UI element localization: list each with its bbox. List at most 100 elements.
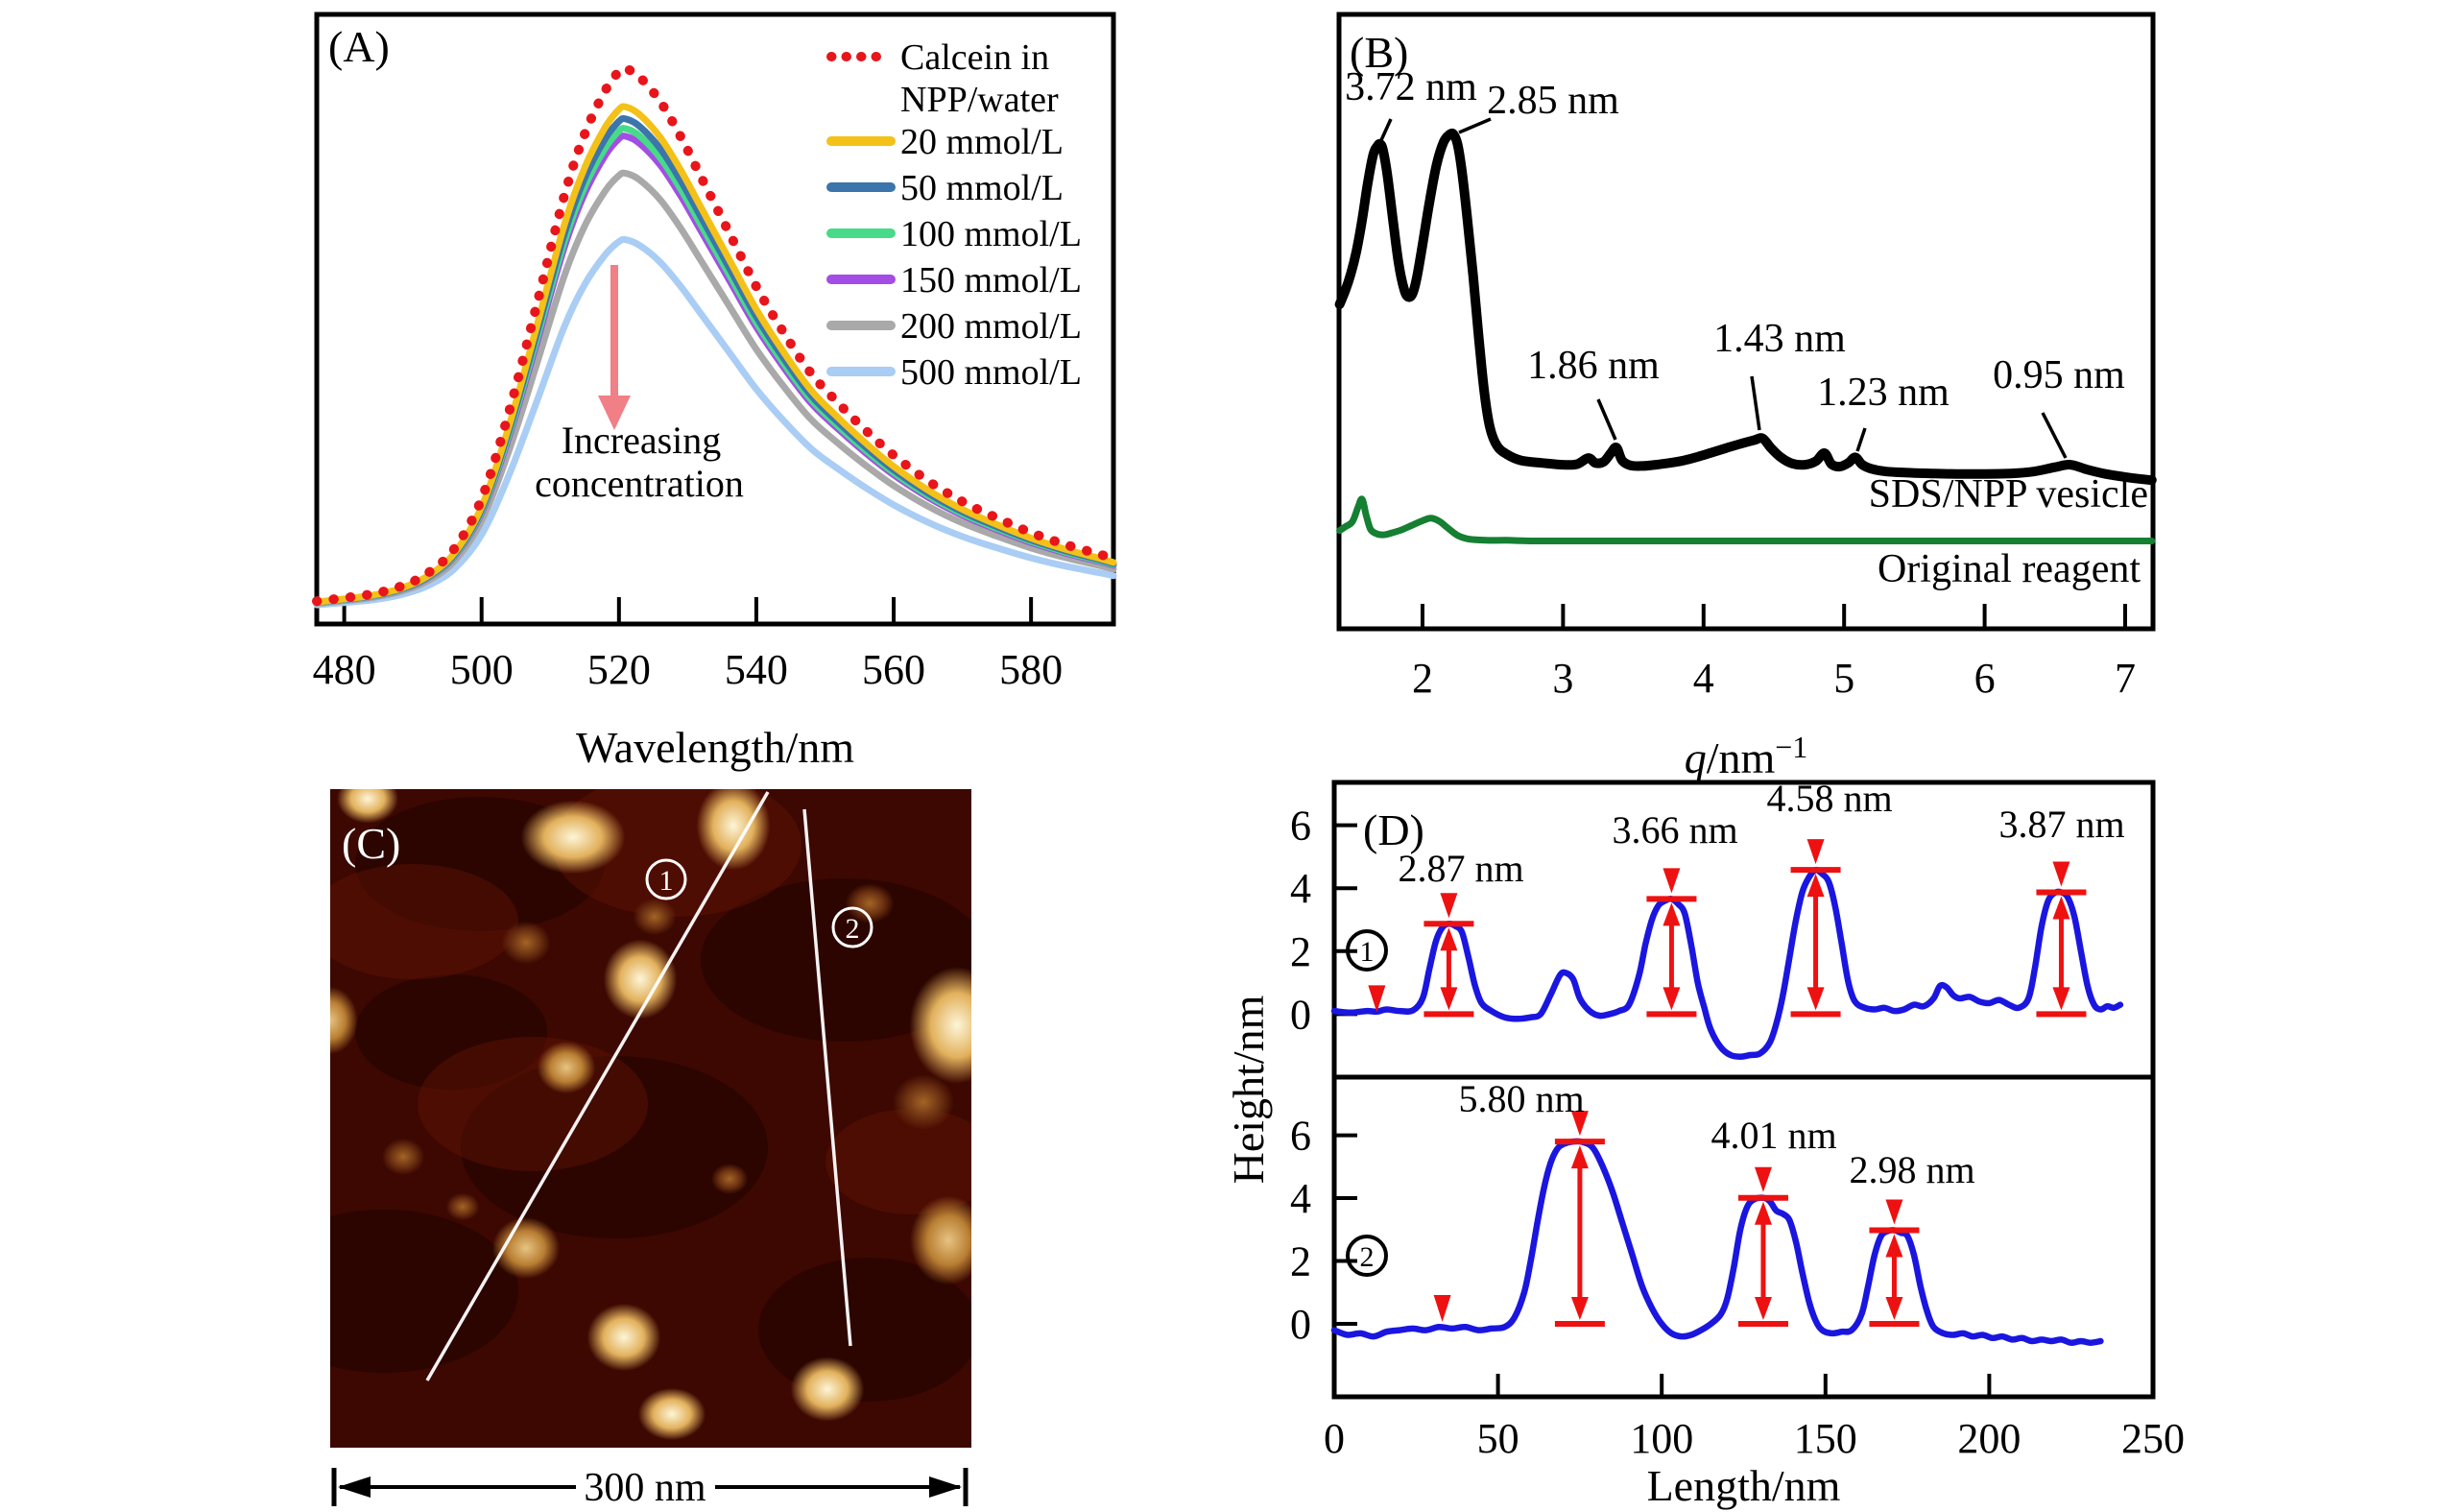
legend-label: 200 mmol/L bbox=[900, 306, 1082, 347]
scale-bar-label: 300 nm bbox=[584, 1466, 706, 1510]
x-tick-label: 560 bbox=[862, 646, 925, 693]
panel-a-label: (A) bbox=[328, 22, 390, 71]
vesicle-spot-dim bbox=[445, 1192, 480, 1221]
panel-b-frame bbox=[1336, 12, 2156, 632]
height-measurement: 2.87 nm bbox=[1398, 847, 1524, 1018]
panel-b-label: (B) bbox=[1350, 28, 1408, 77]
legend-item: 150 mmol/L bbox=[826, 260, 1082, 300]
height-measurement-label: 2.87 nm bbox=[1398, 847, 1523, 890]
arrowhead-right-icon bbox=[929, 1476, 962, 1498]
height-measurement: 5.80 nm bbox=[1458, 1077, 1605, 1328]
profile-badge-number-1: 1 bbox=[659, 865, 674, 897]
arrowhead-down-icon bbox=[1570, 1297, 1589, 1321]
profile-line-1 bbox=[425, 791, 770, 1381]
increasing-concentration-text: concentration bbox=[535, 462, 744, 505]
y-tick-label: 0 bbox=[1290, 991, 1311, 1038]
afm-warm-patch bbox=[330, 864, 518, 979]
legend-label: Calcein in bbox=[900, 37, 1049, 78]
peak-annotation-leader bbox=[2041, 412, 2068, 459]
spectrum-curve-2 bbox=[313, 103, 1117, 606]
vesicle-spot-medium bbox=[330, 986, 358, 1055]
legend-item: 100 mmol/L bbox=[826, 214, 1082, 254]
arrowhead-up-icon bbox=[1806, 874, 1825, 898]
y-axis-title: Height/nm bbox=[1224, 995, 1273, 1184]
height-measurement-label: 4.01 nm bbox=[1710, 1114, 1836, 1157]
vesicle-spot-bright bbox=[337, 789, 398, 824]
cursor-triangle-icon bbox=[1663, 868, 1681, 894]
x-tick-label: 520 bbox=[587, 646, 651, 693]
vesicle-spot-bright bbox=[637, 1387, 706, 1441]
legend-label: NPP/water bbox=[900, 80, 1059, 120]
peak-annotation-leader bbox=[1379, 118, 1393, 141]
legend-label: 20 mmol/L bbox=[900, 122, 1064, 162]
profile-badge-number-2: 2 bbox=[1360, 1241, 1375, 1273]
panel-a-frame bbox=[314, 12, 1116, 627]
y-tick-label: 4 bbox=[1290, 865, 1311, 912]
peak-annotation-leader bbox=[1750, 375, 1761, 431]
x-tick-label: 4 bbox=[1693, 655, 1714, 702]
peak-annotation-label: 1.86 nm bbox=[1527, 344, 1660, 388]
x-tick-label: 580 bbox=[999, 646, 1063, 693]
arrowhead-up-icon bbox=[1570, 1145, 1589, 1169]
panel-c-afm-image: 1 2 300 nm bbox=[330, 789, 971, 1510]
height-measurement: 3.87 nm bbox=[1998, 803, 2125, 1018]
spectrum-curve-7 bbox=[313, 235, 1117, 609]
vesicle-spot-bright bbox=[696, 789, 771, 871]
arrowhead-up-icon bbox=[1885, 1234, 1903, 1258]
saxs-curve-vesicle bbox=[1334, 128, 2157, 486]
y-tick-label: 2 bbox=[1290, 928, 1311, 975]
x-tick-label: 3 bbox=[1552, 655, 1573, 702]
saxs-curve-reagent bbox=[1336, 495, 2156, 545]
cursor-triangle-icon bbox=[1885, 1199, 1903, 1225]
vesicle-spot-dim bbox=[633, 898, 677, 936]
x-axis-title: Length/nm bbox=[1647, 1461, 1841, 1510]
height-measurement: 4.58 nm bbox=[1766, 777, 1893, 1018]
height-measurement: 4.01 nm bbox=[1710, 1114, 1837, 1328]
vesicle-spot-bright bbox=[520, 800, 626, 875]
x-tick-label: 100 bbox=[1630, 1415, 1693, 1462]
peak-annotation-label: 2.85 nm bbox=[1487, 79, 1619, 123]
profile-line-2 bbox=[802, 808, 852, 1347]
arrowhead-down-icon bbox=[1885, 1297, 1903, 1321]
height-measurement-label: 2.98 nm bbox=[1849, 1148, 1974, 1191]
afm-dark-patch bbox=[330, 1210, 518, 1373]
cursor-triangle-icon bbox=[1754, 1166, 1772, 1192]
x-tick-label: 540 bbox=[725, 646, 788, 693]
x-axis-title: q/nm−1 bbox=[1685, 730, 1808, 782]
legend-item: 20 mmol/L bbox=[826, 122, 1064, 162]
legend-label: 150 mmol/L bbox=[900, 260, 1082, 300]
x-tick-label: 5 bbox=[1833, 655, 1854, 702]
profile-badge-circle-2 bbox=[831, 906, 873, 948]
arrowhead-up-icon bbox=[2052, 896, 2070, 920]
height-measurement: 2.98 nm bbox=[1849, 1148, 1975, 1328]
x-tick-label: 250 bbox=[2121, 1415, 2185, 1462]
arrowhead-down-icon bbox=[598, 396, 631, 430]
start-marker-icon bbox=[1433, 1295, 1451, 1323]
arrowhead-down-icon bbox=[1806, 987, 1825, 1011]
curve-label: SDS/NPP vesicle bbox=[1869, 472, 2148, 516]
panel-d-label: (D) bbox=[1363, 805, 1424, 854]
profile-badge-circle-2 bbox=[1346, 1235, 1388, 1277]
profile-badge-circle-1 bbox=[645, 858, 687, 900]
arrowhead-down-icon bbox=[1663, 987, 1681, 1011]
vesicle-spot-dim bbox=[845, 883, 895, 924]
legend-label: 50 mmol/L bbox=[900, 168, 1064, 208]
x-tick-label: 150 bbox=[1794, 1415, 1857, 1462]
vesicle-spot-dim bbox=[893, 1074, 954, 1130]
vesicle-spot-dim bbox=[381, 1138, 425, 1176]
cursor-triangle-icon bbox=[1806, 839, 1825, 865]
start-marker-icon bbox=[1368, 985, 1386, 1013]
vesicle-spot-bright bbox=[790, 1356, 865, 1422]
height-measurement-label: 3.87 nm bbox=[1998, 803, 2124, 846]
peak-annotation-label: 1.23 nm bbox=[1817, 371, 1950, 415]
peak-annotation-leader bbox=[1596, 398, 1617, 441]
peak-annotation-leader bbox=[1855, 427, 1867, 452]
x-tick-label: 50 bbox=[1477, 1415, 1519, 1462]
height-profile-curve-2 bbox=[1330, 1138, 2104, 1346]
x-tick-label: 7 bbox=[2115, 655, 2136, 702]
profile-badge-number-1: 1 bbox=[1360, 936, 1375, 968]
legend-label: 100 mmol/L bbox=[900, 214, 1082, 254]
